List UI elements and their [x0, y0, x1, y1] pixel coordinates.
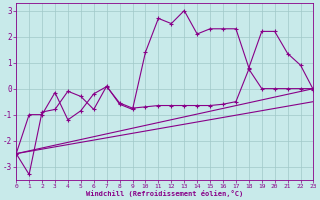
X-axis label: Windchill (Refroidissement éolien,°C): Windchill (Refroidissement éolien,°C) [86, 190, 244, 197]
